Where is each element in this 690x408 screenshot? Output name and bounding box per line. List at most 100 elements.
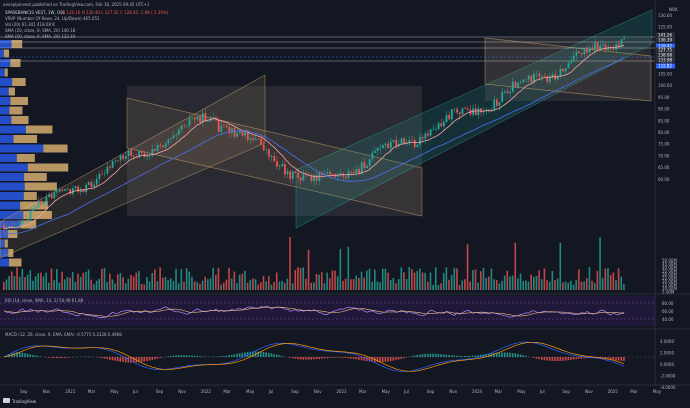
ma2-legend[interactable]: SMA (50, close, 0, SMA, 20) 132.44	[5, 34, 76, 39]
time-tick[interactable]: Jul	[539, 389, 545, 394]
price-tick[interactable]: 65.00	[658, 165, 670, 170]
macd-line[interactable]	[3, 341, 625, 372]
volume-profile[interactable]	[0, 40, 69, 267]
ma1-legend[interactable]: SMA (20, close, 0, SMA, 20) 140.18	[5, 28, 76, 33]
time-tick[interactable]: Jul	[132, 389, 138, 394]
time-tick[interactable]: May	[110, 389, 119, 394]
vrvp-legend[interactable]: VRVP (Number Of Rows, 24, Up/Down) 465.0…	[5, 16, 100, 21]
rsi-ma-line[interactable]	[3, 306, 625, 318]
time-tick[interactable]: Nov	[314, 389, 322, 394]
price-levels[interactable]	[0, 36, 655, 62]
price-tick[interactable]: 80.00	[658, 130, 670, 135]
volume-bar	[546, 280, 548, 290]
volume-tick[interactable]: 15.00M	[662, 283, 677, 288]
channel-up-2021[interactable]	[0, 74, 266, 259]
rsi-axis[interactable]: 80.00 60.00 40.00	[662, 301, 674, 322]
price-tick[interactable]: 125.00	[658, 25, 672, 30]
time-tick[interactable]: Jul	[268, 389, 274, 394]
time-tick[interactable]: Nov	[178, 389, 186, 394]
volume-axis[interactable]: 50.00M45.00M40.00M35.00M30.00M25.00M20.0…	[662, 258, 677, 295]
macd-hist-bar	[29, 354, 32, 357]
rsi-tick[interactable]: 40.00	[662, 317, 674, 322]
candle-body	[196, 116, 199, 120]
time-tick[interactable]: Mar	[630, 389, 638, 394]
time-tick[interactable]: Sep	[427, 389, 435, 394]
volume-tick[interactable]: 35.00M	[662, 269, 677, 274]
vrvp-bar-up	[24, 173, 47, 181]
volume-tick[interactable]: 45.00M	[662, 262, 677, 267]
rsi-tick[interactable]: 80.00	[662, 301, 674, 306]
time-tick[interactable]: Nov	[449, 389, 457, 394]
price-tick[interactable]: 85.00	[658, 118, 670, 123]
sma-slow-line[interactable]	[3, 57, 625, 236]
candle-body	[95, 178, 98, 185]
channel-up-2023[interactable]	[295, 9, 653, 229]
price-tick[interactable]: 105.00	[658, 72, 672, 77]
symbol-line[interactable]: SPAREBANK1S VEST, 1W, OSL	[5, 10, 66, 15]
drawn-channels[interactable]	[0, 9, 653, 259]
time-tick[interactable]: May	[653, 389, 662, 394]
time-tick[interactable]: May	[382, 389, 391, 394]
candle-body	[323, 173, 326, 176]
price-tick[interactable]: 130.00	[658, 13, 672, 18]
time-tick[interactable]: May	[246, 389, 255, 394]
time-tick[interactable]: Mar	[359, 389, 367, 394]
candle-body	[464, 108, 466, 109]
time-tick[interactable]: 2021	[65, 389, 76, 394]
macd-tick[interactable]: 2.0000	[660, 351, 674, 356]
macd-tick[interactable]: -4.0000	[660, 385, 676, 390]
macd-legend[interactable]: MACD (12, 26, close, 9, EMA, EMA) -0.577…	[5, 332, 122, 337]
channel-box-2022[interactable]	[127, 86, 422, 216]
candle-body	[193, 118, 196, 120]
volume-tick[interactable]: 20.00M	[662, 279, 677, 284]
time-tick[interactable]: Nov	[585, 389, 593, 394]
sma-fast-line[interactable]	[3, 44, 625, 230]
volume-tick[interactable]: 40.00M	[662, 265, 677, 270]
volume-tick[interactable]: 30.00M	[662, 272, 677, 277]
volume-tick[interactable]: 25.00M	[662, 276, 677, 281]
volume-tick[interactable]: 5.00M	[662, 290, 675, 295]
macd-axis[interactable]: 4.0000 2.0000 0.0000 -2.0000 -4.0000	[660, 339, 676, 390]
time-tick[interactable]: Sep	[562, 389, 570, 394]
price-tick[interactable]: 60.00	[658, 177, 670, 182]
channel-flat-2024[interactable]	[484, 37, 652, 102]
price-tick[interactable]: 70.00	[658, 153, 670, 158]
candle-body	[299, 177, 302, 181]
time-tick[interactable]: Sep	[156, 389, 164, 394]
time-tick[interactable]: 2024	[472, 389, 483, 394]
time-tick[interactable]: 2025	[608, 389, 619, 394]
vol-legend[interactable]: Vol (20) 61.341 418.08 K	[5, 22, 55, 27]
volume-tick[interactable]: 50.00M	[662, 258, 677, 263]
rsi-tick[interactable]: 60.00	[662, 309, 674, 314]
rsi-legend[interactable]: RSI (14, close, SMA, 14, 2) 54.49 61.88	[5, 298, 84, 303]
time-tick[interactable]: 2023	[336, 389, 347, 394]
macd-histogram[interactable]	[5, 351, 625, 363]
currency-label[interactable]: NOK	[669, 7, 678, 12]
time-tick[interactable]: Sep	[291, 389, 299, 394]
volume-tick[interactable]: 10.00M	[662, 286, 677, 291]
candles[interactable]	[3, 34, 625, 234]
volume-bar	[183, 281, 185, 290]
volume-bars[interactable]	[3, 237, 625, 290]
signal-line[interactable]	[3, 341, 625, 372]
macd-tick[interactable]: -2.0000	[660, 374, 676, 379]
price-tick[interactable]: 95.00	[658, 95, 670, 100]
price-tick[interactable]: 90.00	[658, 107, 670, 112]
time-tick[interactable]: May	[517, 389, 526, 394]
candle-body	[19, 224, 21, 228]
price-tick[interactable]: 75.00	[658, 142, 670, 147]
time-tick[interactable]: Mar	[223, 389, 231, 394]
macd-hist-bar	[146, 357, 148, 362]
time-tick[interactable]: Mar	[88, 389, 96, 394]
price-tick[interactable]: 100.00	[658, 83, 672, 88]
time-tick[interactable]: Jul	[403, 389, 409, 394]
time-tick[interactable]: Mar	[495, 389, 503, 394]
time-tick[interactable]: Sep	[20, 389, 28, 394]
time-tick[interactable]: 2022	[201, 389, 212, 394]
macd-tick[interactable]: 0.0000	[660, 362, 674, 367]
macd-tick[interactable]: 4.0000	[660, 339, 674, 344]
time-axis[interactable]: Sep Nov 2021 Mar May Jul Sep Nov 2022 Mar May Jul Se…	[20, 389, 662, 394]
time-tick[interactable]: Nov	[43, 389, 51, 394]
volume-bar	[79, 276, 82, 290]
